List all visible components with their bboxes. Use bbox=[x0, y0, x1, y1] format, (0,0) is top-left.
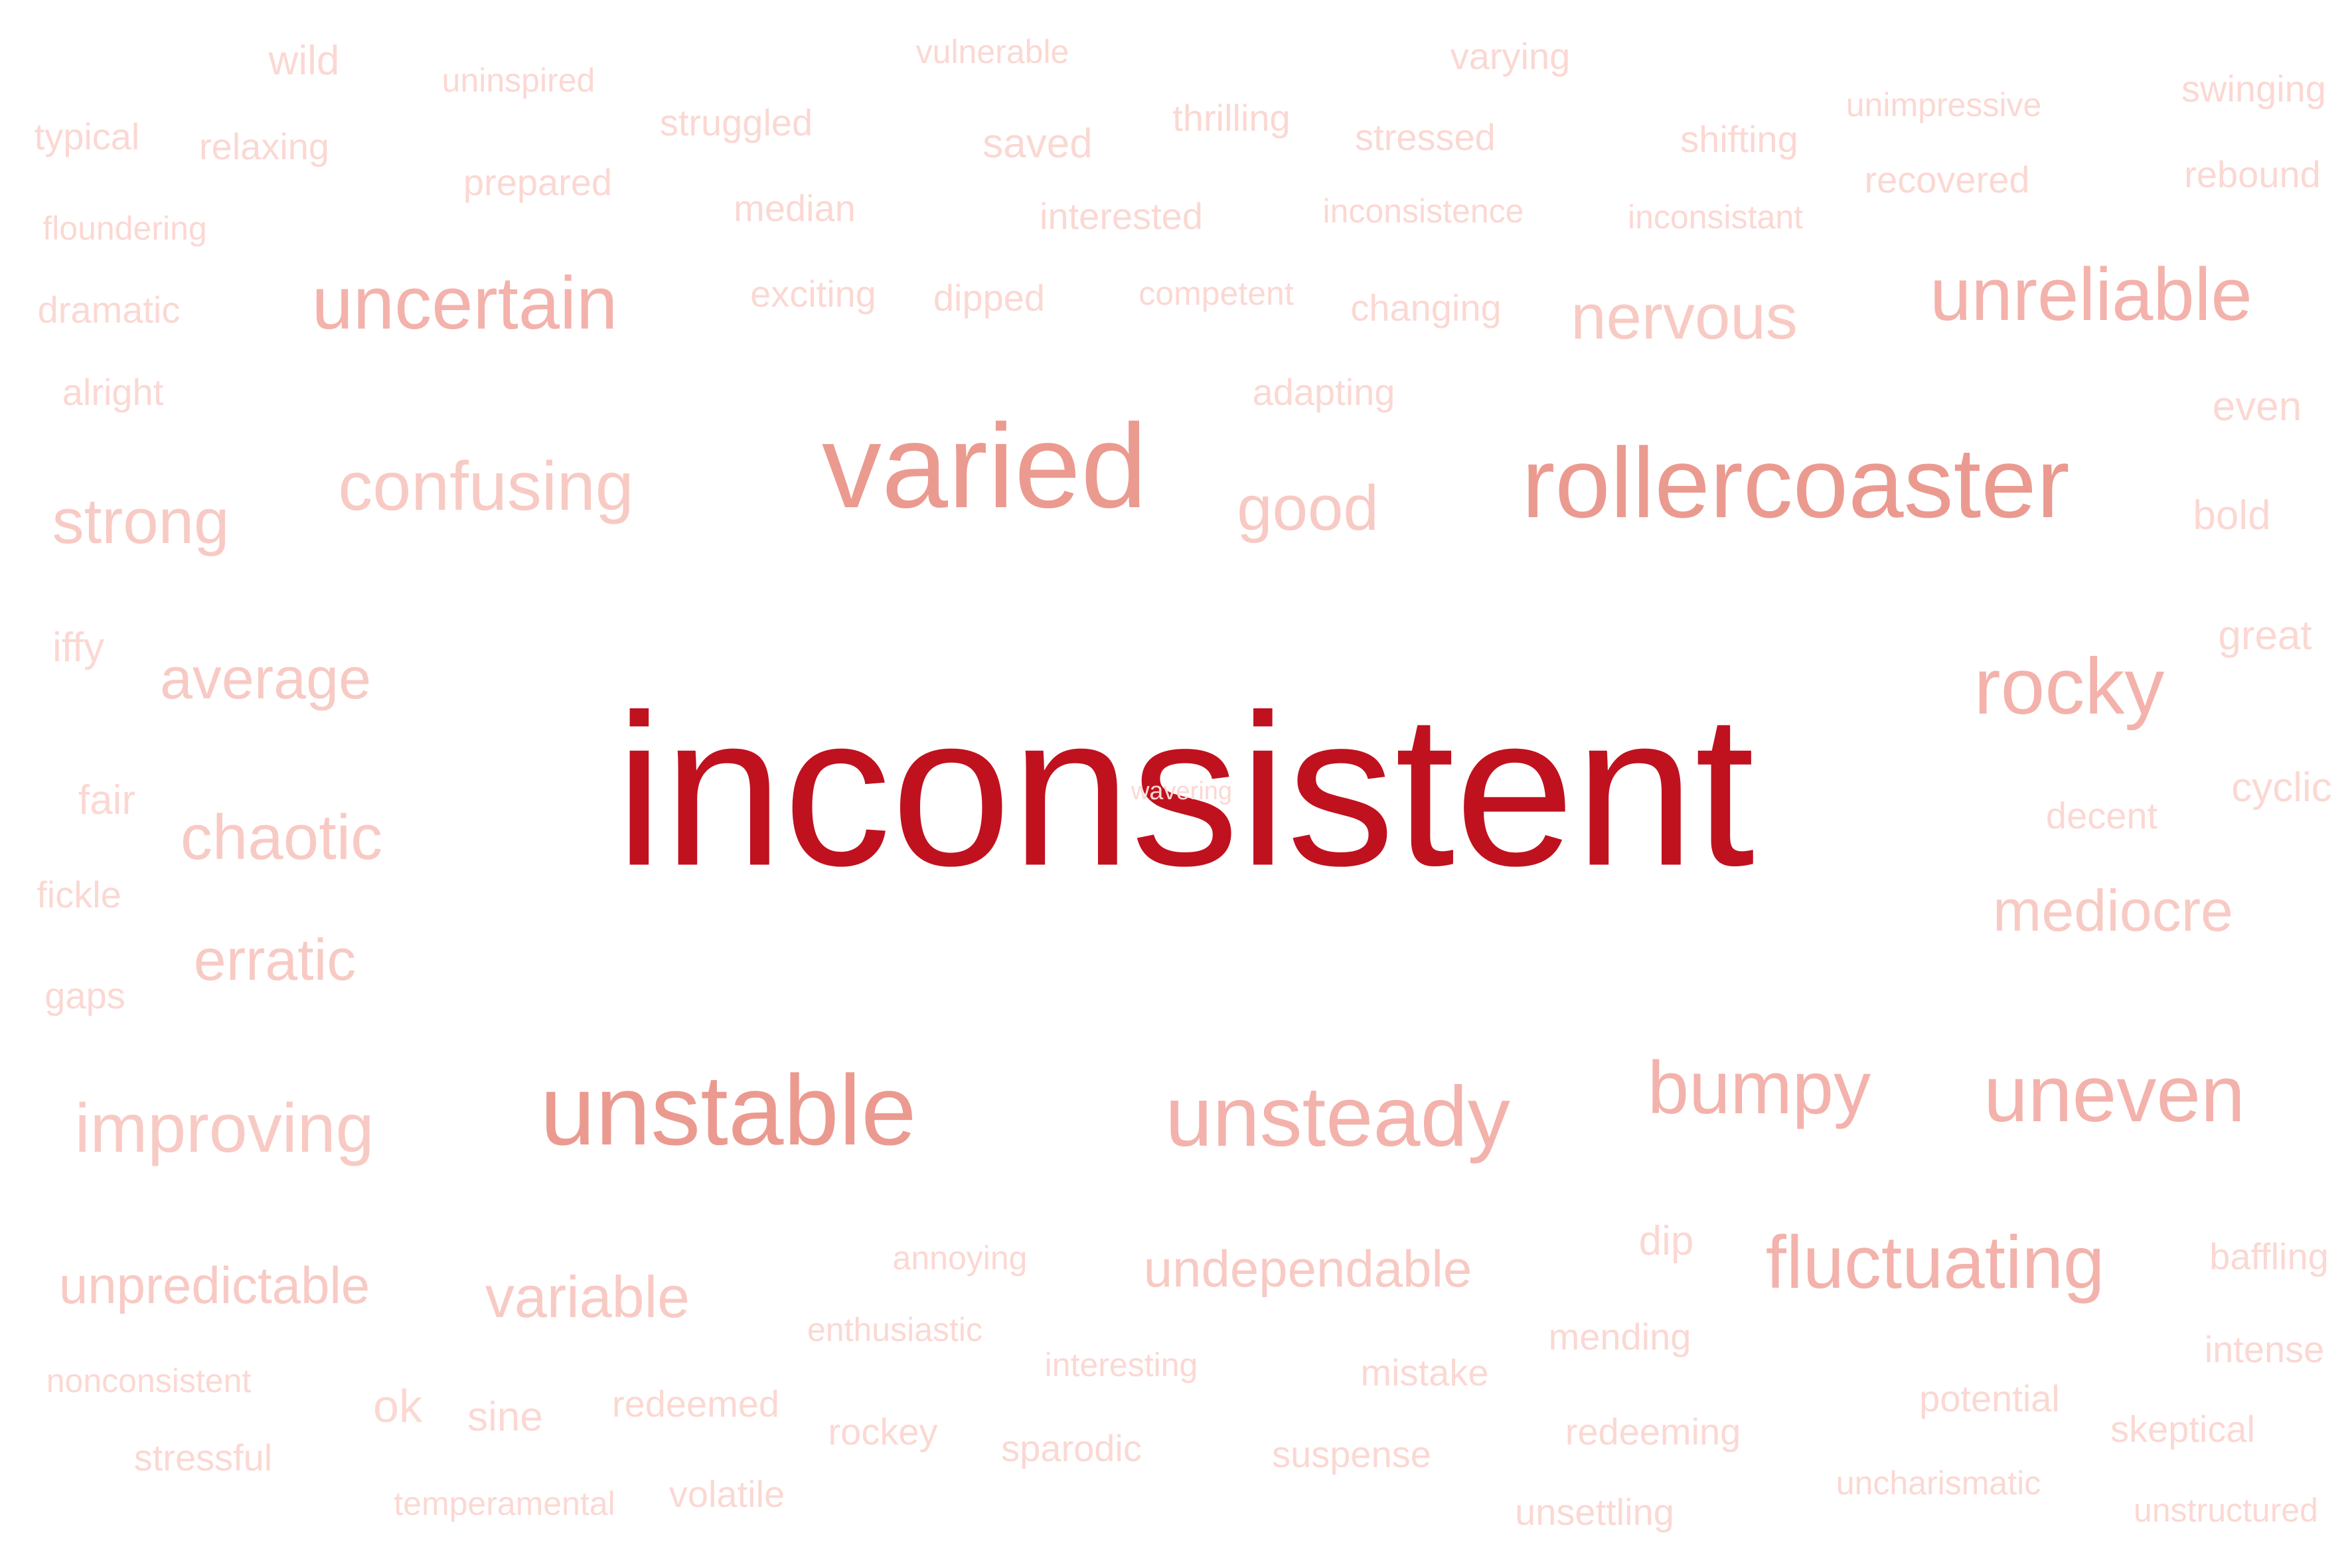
cloud-word-undependable: undependable bbox=[1143, 1239, 1472, 1298]
cloud-word-baffling: baffling bbox=[2209, 1235, 2329, 1277]
cloud-word-struggled: struggled bbox=[659, 102, 813, 143]
cloud-word-annoying: annoying bbox=[892, 1239, 1028, 1277]
cloud-word-fair: fair bbox=[78, 777, 136, 823]
cloud-word-skeptical: skeptical bbox=[2110, 1408, 2255, 1450]
cloud-word-saved: saved bbox=[982, 121, 1093, 167]
cloud-word-mistake: mistake bbox=[1360, 1352, 1489, 1393]
cloud-word-iffy: iffy bbox=[52, 625, 105, 670]
cloud-word-intense: intense bbox=[2204, 1328, 2325, 1370]
cloud-word-mending: mending bbox=[1548, 1316, 1691, 1358]
cloud-word-bold: bold bbox=[2193, 493, 2271, 538]
cloud-word-floundering: floundering bbox=[42, 210, 207, 247]
cloud-word-rebound: rebound bbox=[2184, 153, 2321, 195]
cloud-word-dipped: dipped bbox=[933, 277, 1046, 319]
cloud-word-vulnerable: vulnerable bbox=[915, 33, 1069, 70]
cloud-word-exciting: exciting bbox=[750, 273, 876, 315]
cloud-word-uncertain: uncertain bbox=[311, 262, 618, 345]
cloud-word-unsteady: unsteady bbox=[1165, 1069, 1510, 1164]
cloud-word-fickle: fickle bbox=[37, 874, 121, 915]
cloud-word-decent: decent bbox=[2045, 795, 2158, 836]
cloud-word-stressed: stressed bbox=[1355, 116, 1496, 158]
cloud-word-improving: improving bbox=[74, 1090, 374, 1167]
cloud-word-varied: varied bbox=[821, 400, 1148, 533]
cloud-word-variable: variable bbox=[485, 1264, 690, 1330]
cloud-word-sine: sine bbox=[467, 1394, 543, 1440]
cloud-word-redeemed: redeemed bbox=[611, 1383, 780, 1425]
cloud-word-thrilling: thrilling bbox=[1172, 97, 1291, 139]
cloud-word-uninspired: uninspired bbox=[441, 62, 595, 99]
cloud-word-nervous: nervous bbox=[1571, 281, 1798, 353]
cloud-word-sparodic: sparodic bbox=[1001, 1427, 1142, 1469]
cloud-word-erratic: erratic bbox=[193, 927, 356, 992]
cloud-word-good: good bbox=[1237, 473, 1379, 544]
cloud-word-relaxing: relaxing bbox=[198, 125, 330, 167]
cloud-word-changing: changing bbox=[1350, 287, 1502, 329]
cloud-word-varying: varying bbox=[1450, 35, 1571, 77]
cloud-word-chaotic: chaotic bbox=[180, 802, 383, 873]
cloud-word-shifting: shifting bbox=[1680, 118, 1798, 160]
cloud-word-rocky: rocky bbox=[1974, 642, 2165, 731]
cloud-word-gaps: gaps bbox=[44, 975, 125, 1016]
cloud-word-potential: potential bbox=[1919, 1377, 2060, 1419]
cloud-word-dramatic: dramatic bbox=[37, 289, 181, 331]
cloud-word-typical: typical bbox=[34, 116, 140, 157]
cloud-word-prepared: prepared bbox=[463, 161, 613, 203]
cloud-word-temperamental: temperamental bbox=[394, 1485, 615, 1522]
cloud-word-dip: dip bbox=[1638, 1218, 1694, 1264]
cloud-word-mediocre: mediocre bbox=[1993, 878, 2233, 943]
cloud-word-wild: wild bbox=[268, 38, 340, 84]
cloud-word-nonconsistent: nonconsistent bbox=[46, 1362, 252, 1399]
cloud-word-swinging: swinging bbox=[2181, 68, 2326, 110]
cloud-word-cyclic: cyclic bbox=[2231, 765, 2332, 811]
cloud-word-unstable: unstable bbox=[540, 1054, 917, 1166]
cloud-word-rollercoaster: rollercoaster bbox=[1522, 427, 2070, 538]
cloud-word-uncharismatic: uncharismatic bbox=[1836, 1464, 2041, 1502]
cloud-word-unsettling: unsettling bbox=[1515, 1491, 1674, 1533]
cloud-word-confusing: confusing bbox=[338, 448, 634, 525]
cloud-word-ok: ok bbox=[373, 1380, 422, 1432]
cloud-word-recovered: recovered bbox=[1864, 159, 2030, 200]
cloud-word-average: average bbox=[159, 645, 372, 711]
cloud-word-adapting: adapting bbox=[1252, 371, 1395, 413]
cloud-word-interesting: interesting bbox=[1044, 1346, 1198, 1383]
cloud-word-great: great bbox=[2218, 613, 2312, 659]
cloud-word-alright: alright bbox=[62, 371, 164, 413]
cloud-word-competent: competent bbox=[1138, 275, 1294, 312]
cloud-word-unreliable: unreliable bbox=[1930, 253, 2252, 336]
cloud-word-suspense: suspense bbox=[1272, 1433, 1431, 1475]
cloud-word-unpredictable: unpredictable bbox=[58, 1256, 370, 1314]
cloud-word-unimpressive: unimpressive bbox=[1845, 86, 2042, 123]
cloud-word-inconsistant: inconsistant bbox=[1627, 198, 1804, 236]
cloud-word-even: even bbox=[2212, 384, 2302, 430]
cloud-word-unstructured: unstructured bbox=[2134, 1492, 2318, 1529]
cloud-word-wavering: wavering bbox=[1131, 777, 1233, 805]
cloud-word-inconsistent: inconsistent bbox=[615, 669, 1755, 911]
cloud-word-redeeming: redeeming bbox=[1565, 1411, 1741, 1452]
cloud-word-interested: interested bbox=[1040, 195, 1203, 237]
cloud-word-strong: strong bbox=[52, 486, 230, 557]
cloud-word-rockey: rockey bbox=[828, 1411, 938, 1452]
cloud-word-fluctuating: fluctuating bbox=[1765, 1221, 2105, 1304]
cloud-word-stressful: stressful bbox=[133, 1437, 273, 1478]
cloud-word-uneven: uneven bbox=[1984, 1050, 2245, 1138]
cloud-word-volatile: volatile bbox=[668, 1473, 785, 1515]
cloud-word-median: median bbox=[734, 187, 856, 229]
cloud-word-bumpy: bumpy bbox=[1647, 1046, 1871, 1129]
cloud-word-enthusiastic: enthusiastic bbox=[807, 1311, 983, 1348]
cloud-word-inconsistence: inconsistence bbox=[1322, 193, 1524, 230]
